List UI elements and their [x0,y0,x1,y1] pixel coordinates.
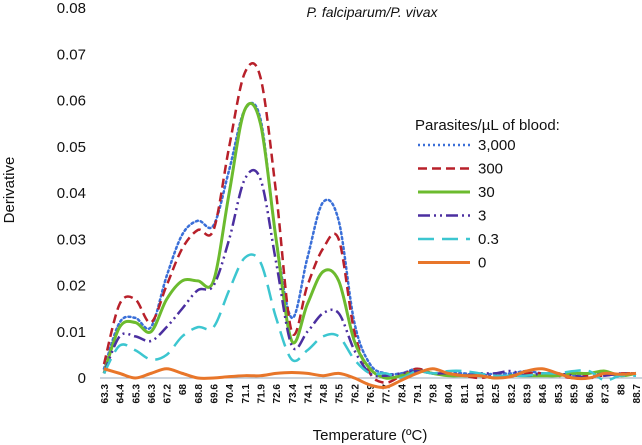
y-tick-label: 0.03 [57,231,86,248]
x-tick-label: 79.8 [429,384,440,404]
x-tick-label: 71.9 [256,384,267,404]
x-tick-label: 85.9 [569,384,580,404]
x-tick-label: 68 [178,384,189,396]
x-tick-label: 88.7 [632,384,642,404]
x-tick-label: 76.2 [350,384,361,404]
x-tick-label: 69.6 [210,384,221,404]
legend-label: 0 [478,255,486,272]
y-tick-label: 0.08 [57,0,86,17]
x-tick-label: 79.1 [413,384,424,404]
x-tick-label: 74.8 [319,384,330,404]
series-line-4 [102,253,637,382]
chart-title: P. falciparum/P. vivax [307,4,439,20]
y-axis-label: Derivative [1,157,18,224]
legend-label: 30 [478,184,495,201]
series-line-2 [102,101,637,380]
y-tick-label: 0.04 [57,185,86,202]
x-tick-label: 81.1 [460,384,471,404]
x-tick-label: 83.2 [507,384,518,404]
x-tick-label: 82.5 [491,384,502,404]
x-tick-label: 78.4 [397,384,408,404]
x-tick-label: 67.2 [163,384,174,404]
x-tick-label: 77.7 [382,384,393,404]
x-tick-label: 70.4 [225,384,236,404]
x-tick-label: 83.9 [522,384,533,404]
x-tick-label: 75.5 [335,384,346,404]
x-tick-label: 71.1 [241,384,252,404]
x-tick-label: 84.6 [538,384,549,404]
legend-label: 0.3 [478,231,499,248]
y-tick-label: 0.05 [57,139,86,156]
y-tick-label: 0.02 [57,278,86,295]
x-axis-label: Temperature (ºC) [313,427,428,444]
legend-label: 3,000 [478,137,516,154]
y-tick-label: 0.06 [57,93,86,110]
x-tick-label: 63.3 [100,384,111,404]
legend-label: 3 [478,208,486,225]
x-tick-label: 87.3 [601,384,612,404]
x-tick-label: 74.1 [303,384,314,404]
x-tick-label: 81.8 [476,384,487,404]
x-tick-label: 68.8 [194,384,205,404]
x-tick-label: 64.4 [116,384,127,404]
x-tick-label: 85.3 [554,384,565,404]
x-tick-label: 86.6 [585,384,596,404]
y-tick-label: 0.07 [57,46,86,63]
x-tick-label: 88 [616,384,627,396]
series-line-3 [102,168,637,380]
x-tick-label: 72.6 [272,384,283,404]
legend-label: 300 [478,161,503,178]
y-tick-label: 0.01 [57,324,86,341]
x-tick-label: 76.9 [366,384,377,404]
series-line-5 [103,367,637,389]
y-tick-label: 0 [78,370,86,387]
x-tick-label: 66.3 [147,384,158,404]
legend-title: Parasites/µL of blood: [415,117,560,134]
x-tick-label: 73.4 [288,384,299,404]
x-tick-label: 65.3 [131,384,142,404]
x-tick-label: 80.4 [444,384,455,404]
